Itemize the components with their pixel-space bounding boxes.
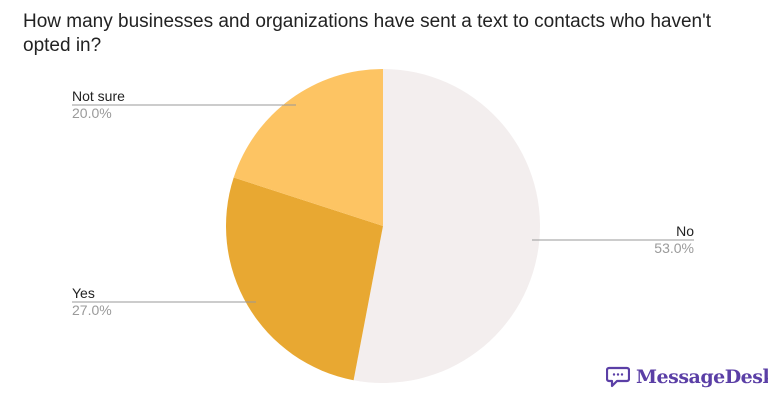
slice-label: Yes [72,285,95,301]
brand-name: MessageDesk [636,366,768,388]
messagedesk-logo: MessageDesk [606,366,768,388]
pie-slice-not-sure [233,69,383,226]
slice-percent-label: 20.0% [72,105,112,121]
slice-label: No [676,223,694,239]
chat-bubble-icon [606,366,630,388]
chart-title: How many businesses and organizations ha… [23,11,712,56]
pie-slice-no [353,69,540,383]
pie-slice-yes [225,177,383,381]
slice-percent-label: 27.0% [72,302,112,318]
slice-percent-label: 53.0% [654,240,694,256]
slice-label: Not sure [72,88,125,104]
